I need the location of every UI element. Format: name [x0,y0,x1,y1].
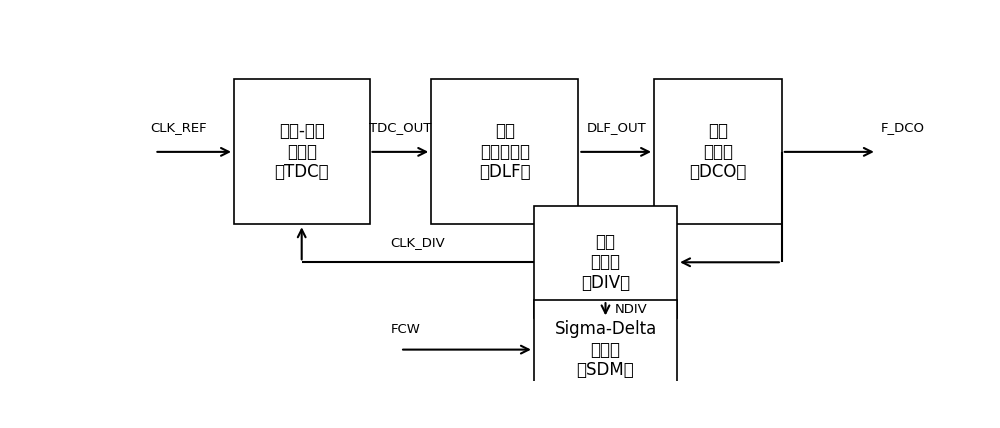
Text: （SDM）: （SDM） [577,361,634,379]
Bar [534,300,677,399]
Text: TDC_OUT: TDC_OUT [369,121,432,134]
Text: 反馈: 反馈 [596,233,616,251]
Text: （DCO）: （DCO） [689,163,747,181]
Text: F_DCO: F_DCO [881,121,925,134]
Text: 分频器: 分频器 [590,253,620,271]
Text: （DIV）: （DIV） [581,274,630,292]
Text: （DLF）: （DLF） [479,163,531,181]
Text: CLK_DIV: CLK_DIV [390,236,445,249]
Text: 数字: 数字 [495,122,515,140]
Text: 时间-数字: 时间-数字 [279,122,325,140]
Bar [234,79,370,224]
Text: 调制器: 调制器 [590,341,620,359]
Text: Sigma-Delta: Sigma-Delta [554,320,657,338]
Text: 环路滤波器: 环路滤波器 [480,143,530,161]
Text: DLF_OUT: DLF_OUT [586,121,646,134]
Text: 数控: 数控 [708,122,728,140]
Bar [534,206,677,318]
Text: NDIV: NDIV [615,303,648,316]
Text: （TDC）: （TDC） [274,163,329,181]
Text: CLK_REF: CLK_REF [151,121,207,134]
Text: FCW: FCW [391,323,421,336]
Text: 转换器: 转换器 [287,143,317,161]
Bar [654,79,782,224]
Text: 振荡器: 振荡器 [703,143,733,161]
Bar [431,79,578,224]
